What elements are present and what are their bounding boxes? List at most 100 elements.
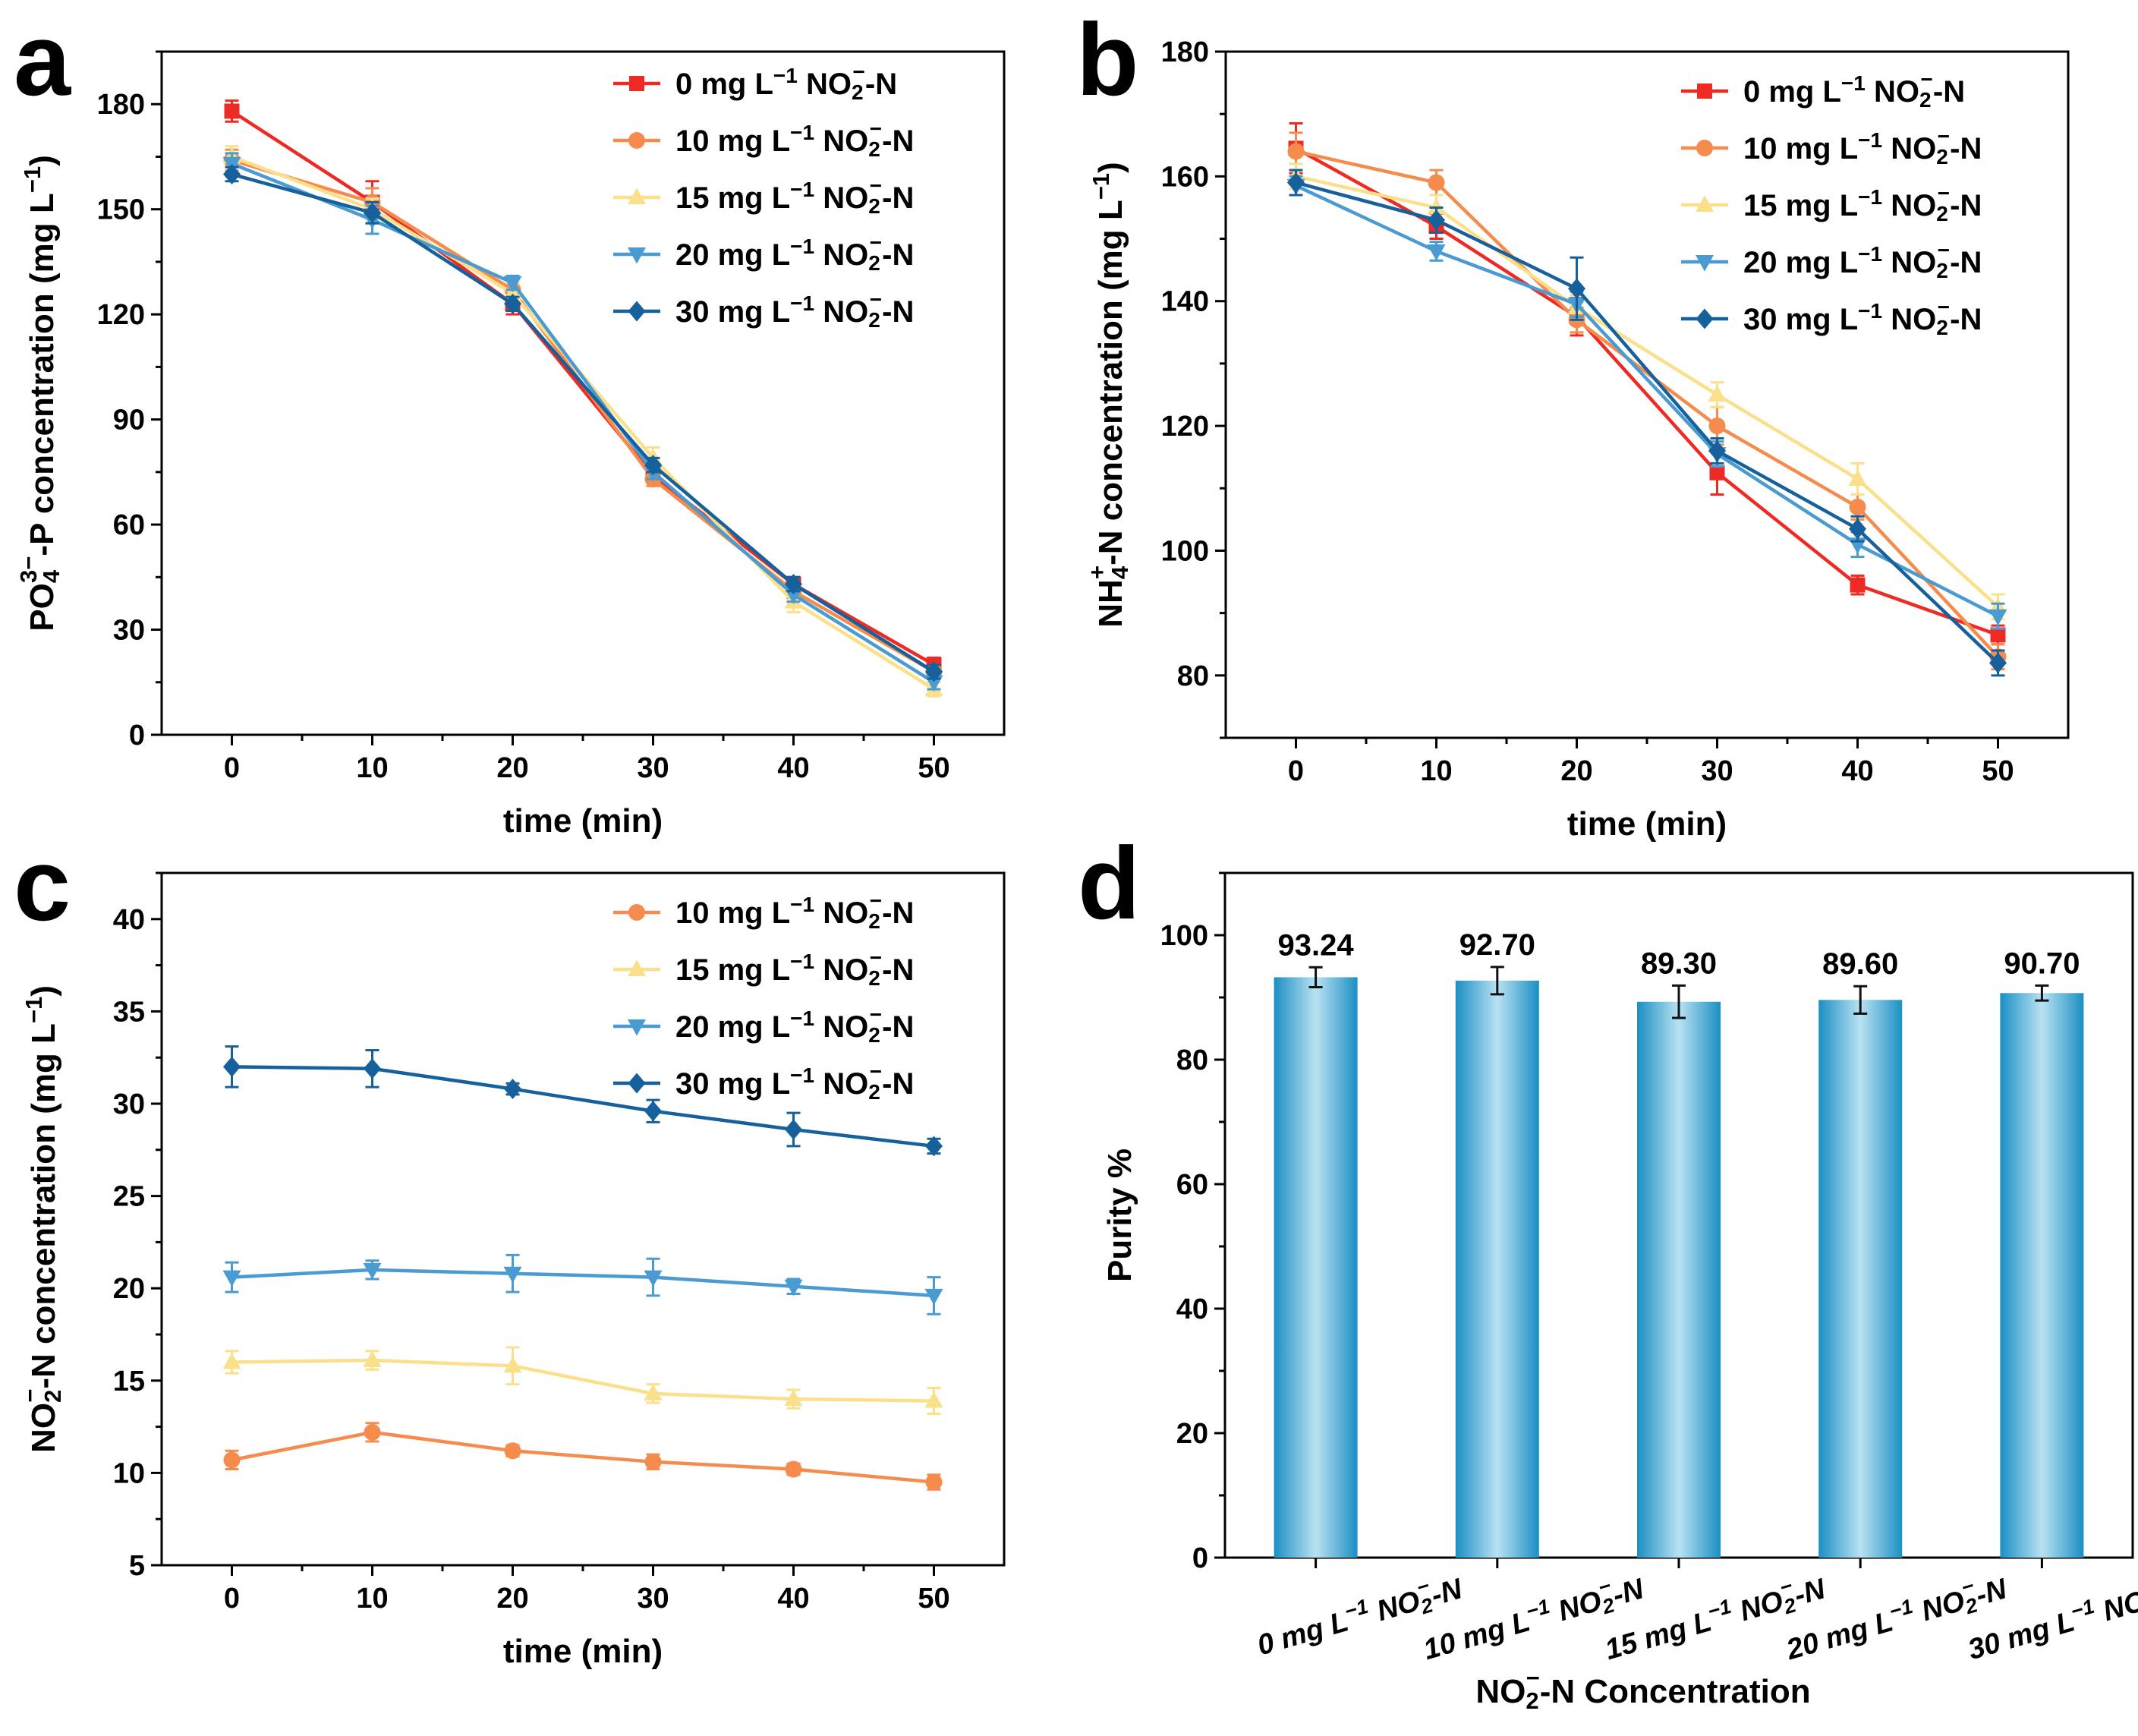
- panel-b-line-chart: 80 100 120 140 160 180 0 10 20 30 40 50 time (min) NH…: [1076, 2, 2070, 843]
- y-tick-label: 30: [113, 615, 145, 647]
- legend-marker: [628, 1019, 646, 1036]
- y-axis-title: NO2−-N concentration (mg L−1): [17, 985, 65, 1453]
- data-point: [1989, 652, 2007, 673]
- data-point: [925, 661, 943, 682]
- bar-20-mg: [1818, 1000, 1903, 1558]
- panel-letter: b: [1076, 2, 1138, 117]
- y-tick-label: 80: [1176, 1044, 1208, 1076]
- data-point: [1708, 417, 1726, 435]
- x-tick-label: 10: [356, 1583, 388, 1615]
- legend-label: 20 mg L−1 NO2−-N: [1743, 238, 1982, 282]
- legend-entry-0-mg: 0 mg L−1 NO2−-N: [1681, 68, 1965, 112]
- y-tick-label: 0: [1192, 1542, 1208, 1574]
- y-tick-label: 90: [113, 405, 145, 436]
- y-tick-label: 140: [1161, 286, 1209, 318]
- legend-label: 0 mg L−1 NO2−-N: [1743, 68, 1965, 112]
- legend-entry-0-mg: 0 mg L−1 NO2−-N: [613, 60, 897, 104]
- data-point: [503, 1356, 522, 1373]
- legend-label: 10 mg L−1 NO2−-N: [675, 117, 914, 161]
- legend-marker: [628, 904, 645, 921]
- data-point: [784, 1389, 803, 1407]
- x-axis-title: time (min): [503, 1633, 663, 1670]
- y-tick-label: 120: [97, 299, 145, 331]
- y-tick-label: 60: [1176, 1169, 1208, 1201]
- legend-entry-30-mg: 30 mg L−1 NO2−-N: [613, 288, 914, 332]
- data-point: [1428, 210, 1445, 231]
- data-point: [924, 1288, 943, 1306]
- bar-15-mg: [1637, 1001, 1721, 1558]
- panel-letter: a: [14, 2, 71, 117]
- legend-entry-15-mg: 15 mg L−1 NO2−-N: [613, 946, 914, 990]
- data-point: [364, 1058, 381, 1079]
- data-point: [1427, 197, 1446, 215]
- x-tick-label: 0: [224, 1583, 240, 1615]
- data-point: [1708, 385, 1727, 402]
- x-tick-label: 10: [1420, 755, 1452, 787]
- data-point: [504, 293, 521, 314]
- x-tick-label: 0: [224, 752, 240, 784]
- legend-marker: [1696, 140, 1713, 156]
- x-axis-title: time (min): [503, 802, 663, 840]
- y-tick-label: 15: [113, 1366, 145, 1397]
- data-point: [503, 276, 522, 293]
- data-point: [1568, 278, 1585, 299]
- data-point: [503, 1266, 522, 1284]
- legend-marker: [628, 959, 646, 976]
- data-point: [644, 455, 662, 476]
- x-tick-label: 40: [1841, 755, 1873, 787]
- legend-entry-20-mg: 20 mg L−1 NO2−-N: [1681, 238, 1982, 282]
- x-axis-title: NO2−-N Concentration: [1475, 1665, 1810, 1713]
- x-tick-label: 10: [356, 752, 388, 784]
- x-tick-label: 20: [496, 752, 528, 784]
- y-tick-label: 180: [97, 89, 145, 121]
- legend-label: 30 mg L−1 NO2−-N: [1743, 295, 1982, 339]
- data-point: [223, 164, 241, 185]
- x-tick-label: 40: [777, 752, 809, 784]
- legend-label: 20 mg L−1 NO2−-N: [675, 1003, 914, 1047]
- bar-value-label: 89.60: [1822, 947, 1898, 981]
- y-tick-label: 5: [129, 1550, 145, 1582]
- data-point: [784, 1279, 803, 1296]
- data-point: [223, 1451, 241, 1469]
- data-point: [1287, 143, 1305, 160]
- data-point: [785, 1460, 802, 1478]
- data-point: [1849, 498, 1866, 515]
- data-point: [644, 1101, 662, 1122]
- y-axis-title: PO43−-P concentration (mg L−1): [15, 155, 64, 631]
- y-tick-label: 30: [113, 1089, 145, 1120]
- legend-label: 15 mg L−1 NO2−-N: [675, 946, 914, 990]
- data-point: [1427, 244, 1446, 261]
- series-30-mg: [1287, 169, 2007, 677]
- bar-value-label: 92.70: [1459, 928, 1535, 962]
- x-tick-label: 50: [1982, 755, 2014, 787]
- legend-marker: [1696, 255, 1714, 272]
- data-point: [364, 202, 381, 223]
- x-tick-label: 50: [918, 752, 949, 784]
- series-line: [231, 162, 935, 684]
- legend-entry-20-mg: 20 mg L−1 NO2−-N: [613, 1003, 914, 1047]
- legend-marker: [628, 247, 646, 264]
- series-line: [231, 172, 935, 673]
- data-point: [504, 1079, 521, 1100]
- series-line: [231, 1065, 934, 1148]
- data-point: [785, 1119, 802, 1140]
- legend-label: 10 mg L−1 NO2−-N: [1743, 124, 1982, 169]
- y-tick-label: 100: [1161, 535, 1209, 567]
- legend-entry-15-mg: 15 mg L−1 NO2−-N: [613, 174, 914, 218]
- x-tick-label: 20: [1560, 755, 1592, 787]
- data-point: [364, 1423, 381, 1441]
- data-point: [1990, 627, 2006, 643]
- legend-entry-15-mg: 15 mg L−1 NO2−-N: [1681, 181, 1982, 225]
- bar-30-mg: [2000, 993, 2084, 1558]
- data-point: [1709, 465, 1725, 480]
- data-point: [363, 1350, 382, 1368]
- data-point: [504, 1442, 521, 1460]
- y-tick-label: 40: [1176, 1293, 1208, 1325]
- panel-a-line-chart: 0 30 60 90 120 150 180 0 10 20 30 40 50 time (min) PO4…: [14, 2, 1006, 840]
- data-point: [644, 1384, 663, 1400]
- y-tick-label: 60: [113, 509, 145, 541]
- bar-10-mg: [1455, 980, 1539, 1558]
- data-point: [644, 1270, 663, 1287]
- y-tick-label: 180: [1161, 36, 1209, 68]
